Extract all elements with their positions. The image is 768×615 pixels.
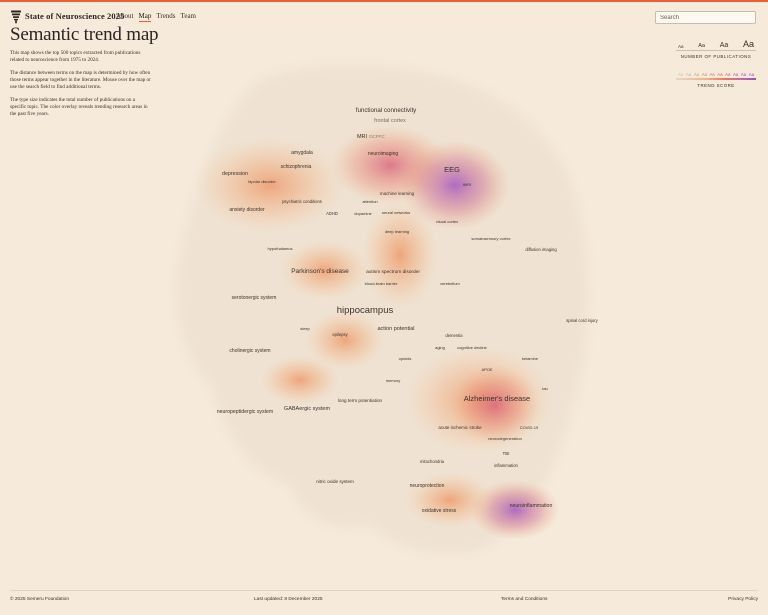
map-term[interactable]: nitric oxide system <box>316 479 354 484</box>
trend-sample: Aa <box>678 72 684 77</box>
trend-sample: Aa <box>717 72 723 77</box>
size-scale: Aa Aa Aa Aa <box>676 35 756 51</box>
map-term[interactable]: hypothalamus <box>268 246 293 251</box>
map-terms[interactable]: hippocampus EEG Alzheimer's disease Park… <box>217 107 599 514</box>
map-term[interactable]: long term potentiation <box>338 398 383 403</box>
terms-link[interactable]: Terms and Conditions <box>501 597 548 602</box>
size-sample: Aa <box>742 39 754 49</box>
map-term[interactable]: visual cortex <box>436 219 458 224</box>
map-term[interactable]: psychiatric conditions <box>282 199 322 204</box>
trend-sample: Aa <box>725 72 731 77</box>
map-term[interactable]: attention <box>362 199 377 204</box>
map-term[interactable]: action potential <box>378 326 415 332</box>
search-input[interactable] <box>655 11 756 24</box>
trend-gradient-bar <box>676 78 756 80</box>
trend-sample: Aa <box>733 72 739 77</box>
map-term[interactable]: APOE <box>481 367 492 372</box>
nav-trends[interactable]: Trends <box>156 12 176 20</box>
legend: Aa Aa Aa Aa NUMBER OF PUBLICATIONS Aa Aa… <box>676 35 756 88</box>
map-term[interactable]: aging <box>435 345 445 350</box>
map-term[interactable]: amygdala <box>291 150 313 156</box>
trend-sample: Aa <box>685 72 692 77</box>
map-term[interactable]: dopamine <box>354 211 372 216</box>
map-term[interactable]: bipolar disorder <box>248 179 276 184</box>
map-term[interactable]: anxiety disorder <box>229 207 265 213</box>
map-term[interactable]: fMRI <box>463 182 471 187</box>
map-term[interactable]: Parkinson's disease <box>291 268 349 275</box>
map-term[interactable]: neural networks <box>382 210 410 215</box>
map-term[interactable]: machine learning <box>380 191 415 196</box>
page-title: Semantic trend map <box>10 24 159 45</box>
map-term[interactable]: frontal cortex <box>374 118 406 124</box>
nav-about[interactable]: About <box>116 12 134 20</box>
map-term[interactable]: dementia <box>445 333 463 338</box>
map-term[interactable]: memory <box>386 378 400 383</box>
trend-heat-overlay <box>195 125 560 540</box>
privacy-link[interactable]: Privacy Policy <box>728 597 758 602</box>
lamp-logo-icon[interactable] <box>10 10 22 24</box>
map-term[interactable]: epilepsy <box>332 332 348 337</box>
trend-sample: Aa <box>740 72 747 77</box>
size-sample: Aa <box>678 43 684 49</box>
trend-sample: Aa <box>709 72 715 77</box>
map-term[interactable]: MRI <box>357 134 368 140</box>
semantic-trend-map[interactable]: hippocampus EEG Alzheimer's disease Park… <box>150 55 620 565</box>
trend-sample: Aa <box>701 72 707 77</box>
map-term[interactable]: EEG <box>444 165 460 174</box>
footer-divider <box>10 590 758 591</box>
map-term[interactable]: autism spectrum disorder <box>366 269 420 275</box>
map-term[interactable]: GABAergic system <box>284 406 331 412</box>
map-term[interactable]: acute ischemic stroke <box>438 425 482 430</box>
map-term[interactable]: DCPFC <box>369 134 385 139</box>
trend-sample: Aa <box>693 72 699 77</box>
intro-paragraph: This map shows the top 500 topics extrac… <box>10 50 141 63</box>
map-term[interactable]: inflammation <box>494 463 518 468</box>
map-term[interactable]: oxidative stress <box>422 508 457 514</box>
trend-scale: Aa Aa Aa Aa Aa Aa Aa Aa Aa Aa <box>676 72 756 77</box>
map-term[interactable]: neuropeptidergic system <box>217 409 274 415</box>
brand-title[interactable]: State of Neuroscience 2025 <box>25 11 125 21</box>
size-sample: Aa <box>719 42 729 49</box>
map-term[interactable]: cerebellum <box>440 281 460 286</box>
map-term[interactable]: neurodegeneration <box>488 436 522 441</box>
map-term[interactable]: cognitive decline <box>457 345 487 350</box>
map-term[interactable]: tau <box>542 386 548 391</box>
map-term[interactable]: diffusion imaging <box>525 247 557 252</box>
map-term[interactable]: cholinergic system <box>229 348 270 354</box>
map-term[interactable]: ADHD <box>326 211 338 216</box>
map-term[interactable]: deep learning <box>385 229 409 234</box>
last-updated-text: Last updated: 8 December 2025 <box>254 597 323 602</box>
map-term[interactable]: opioids <box>399 356 412 361</box>
map-term[interactable]: neuroimaging <box>368 151 399 157</box>
map-term[interactable]: sleep <box>300 326 310 331</box>
map-term[interactable]: neuroprotection <box>410 483 445 489</box>
map-term[interactable]: depression <box>222 171 248 177</box>
map-term[interactable]: COVID-19 <box>520 425 539 430</box>
size-sample: Aa <box>698 42 705 49</box>
map-term[interactable]: TBI <box>502 451 509 456</box>
intro-paragraph: The distance between terms on the map is… <box>10 70 151 90</box>
map-term[interactable]: hippocampus <box>337 305 394 316</box>
intro-text: This map shows the top 500 topics extrac… <box>10 50 152 124</box>
size-legend-label: NUMBER OF PUBLICATIONS <box>680 54 752 59</box>
map-term[interactable]: blood-brain barrier <box>365 281 398 286</box>
map-term[interactable]: Alzheimer's disease <box>464 394 530 403</box>
map-term[interactable]: somatosensory cortex <box>471 236 510 241</box>
map-term[interactable]: functional connectivity <box>356 107 417 114</box>
nav-map[interactable]: Map <box>138 12 152 22</box>
map-term[interactable]: neuroinflammation <box>510 503 553 509</box>
map-term[interactable]: serotonergic system <box>232 295 277 301</box>
nav-team[interactable]: Team <box>180 12 196 20</box>
top-accent-bar <box>0 0 768 2</box>
copyright-text: © 2025 Semeru Foundation <box>10 597 70 602</box>
map-term[interactable]: ketamine <box>522 356 539 361</box>
site-header: State of Neuroscience 2025 About Map Tre… <box>0 2 768 30</box>
trend-legend-label: TREND SCORE <box>697 83 735 88</box>
intro-paragraph: The type size indicates the total number… <box>10 97 148 117</box>
map-term[interactable]: spinal cord injury <box>566 318 598 323</box>
trend-sample: Aa <box>748 72 754 77</box>
main-nav: About Map Trends Team <box>116 12 196 22</box>
map-term[interactable]: mitochondria <box>420 459 445 464</box>
map-term[interactable]: schizophrenia <box>281 164 312 170</box>
